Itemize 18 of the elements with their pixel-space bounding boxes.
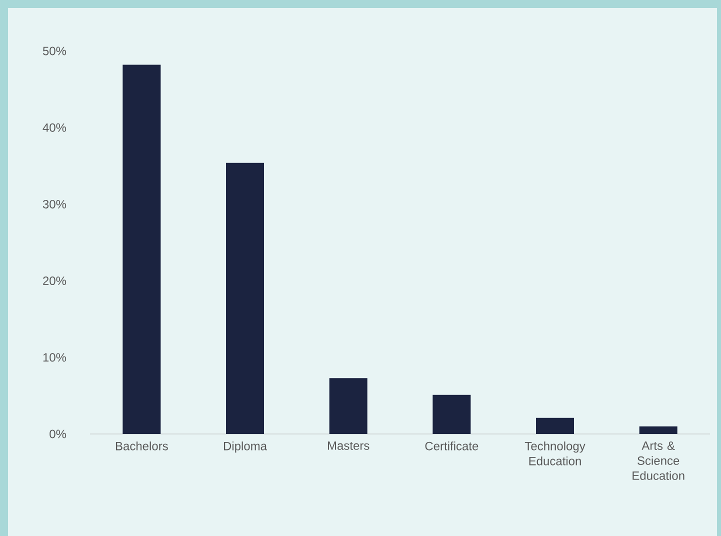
y-tick-label: 40% <box>42 123 66 132</box>
bar <box>122 64 161 434</box>
y-tick-label: 30% <box>42 200 66 208</box>
x-tick-label: Certificate <box>425 441 478 450</box>
x-tick-label: Bachelors <box>116 441 168 450</box>
bar <box>536 418 574 434</box>
x-tick-label: Diploma <box>224 441 268 453</box>
x-tick-label: Arts & Science Education <box>632 442 684 480</box>
bar <box>329 378 368 434</box>
x-tick-label: Masters <box>328 442 370 450</box>
bar <box>226 162 264 434</box>
y-tick-label: 50% <box>42 46 66 56</box>
y-tick-label: 10% <box>43 353 66 362</box>
y-tick-label: 20% <box>43 276 66 286</box>
y-tick-label: 0% <box>50 430 66 438</box>
bar <box>432 394 471 434</box>
x-tick-label: Technology Education <box>524 441 586 466</box>
bar <box>639 426 678 434</box>
